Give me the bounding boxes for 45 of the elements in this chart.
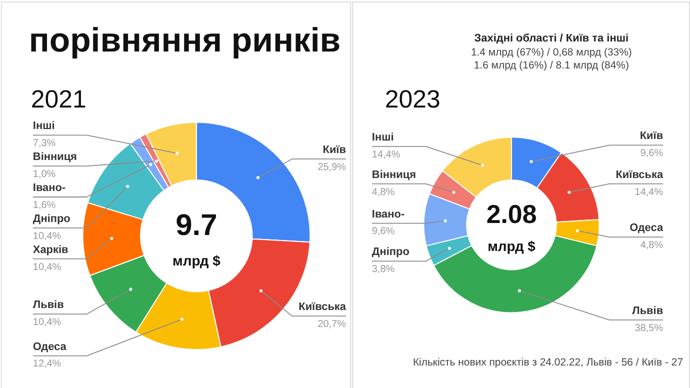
slice-label: Дніпро: [372, 246, 410, 258]
text: 9.7: [176, 208, 218, 242]
data-label: 9,6%: [640, 148, 664, 160]
data-label: 1,6%: [32, 200, 56, 211]
slice-label: Київ: [640, 130, 664, 142]
slice-label: Вінниця: [32, 151, 77, 164]
slice-label: Львів: [632, 305, 664, 317]
slice-label: Інші: [32, 120, 55, 132]
data-label: 10,4%: [32, 262, 62, 273]
data-label: 7,3%: [32, 138, 56, 150]
text: млрд $: [172, 252, 221, 268]
text: Західні області / Київ та інші: [474, 32, 629, 44]
slice-label: Дніпро: [32, 212, 71, 225]
slice-label: Київ: [322, 144, 346, 156]
chart-subtitle: 2023: [384, 85, 440, 114]
text: 1.4 млрд (67%) / 0,68 млрд (33%): [470, 47, 632, 58]
slice-label: Одеса: [32, 340, 68, 353]
data-label: 10,4%: [32, 230, 62, 242]
data-label: 38,5%: [634, 322, 664, 334]
slice-label: Київська: [616, 168, 664, 181]
slice-label: Івано-: [372, 208, 405, 220]
data-label: 4,8%: [372, 186, 395, 198]
data-label: 20,7%: [318, 319, 346, 330]
text: млрд $: [488, 238, 536, 254]
text: Кількість нових проєктів з 24.02.22, Львів - 56 / Київ - 27: [412, 358, 684, 369]
data-label: 3,8%: [372, 264, 395, 276]
data-label: 1,0%: [32, 169, 56, 180]
chart-subtitle: 2021: [30, 85, 86, 114]
chart-title: порівняння ринків: [28, 21, 341, 60]
slice-label: Львів: [32, 299, 64, 312]
slice-label: Івано-: [32, 182, 66, 194]
data-label: 14,4%: [372, 149, 400, 160]
data-label: 4,8%: [640, 240, 664, 252]
data-label: 14,4%: [634, 186, 664, 198]
slice-label: Інші: [372, 131, 394, 144]
text: 1.6 млрд (16%) / 8.1 млрд (84%): [474, 60, 629, 72]
slice-label: Вінниця: [372, 168, 416, 181]
slice-label: Харків: [32, 244, 69, 256]
slice-label: Одеса: [630, 222, 664, 234]
data-label: 10,4%: [32, 317, 62, 328]
slice-label: Київська: [298, 301, 347, 314]
data-label: 25,9%: [318, 162, 346, 173]
text: 2.08: [486, 200, 537, 229]
data-label: 9,6%: [372, 226, 395, 238]
data-label: 12,4%: [32, 358, 62, 370]
